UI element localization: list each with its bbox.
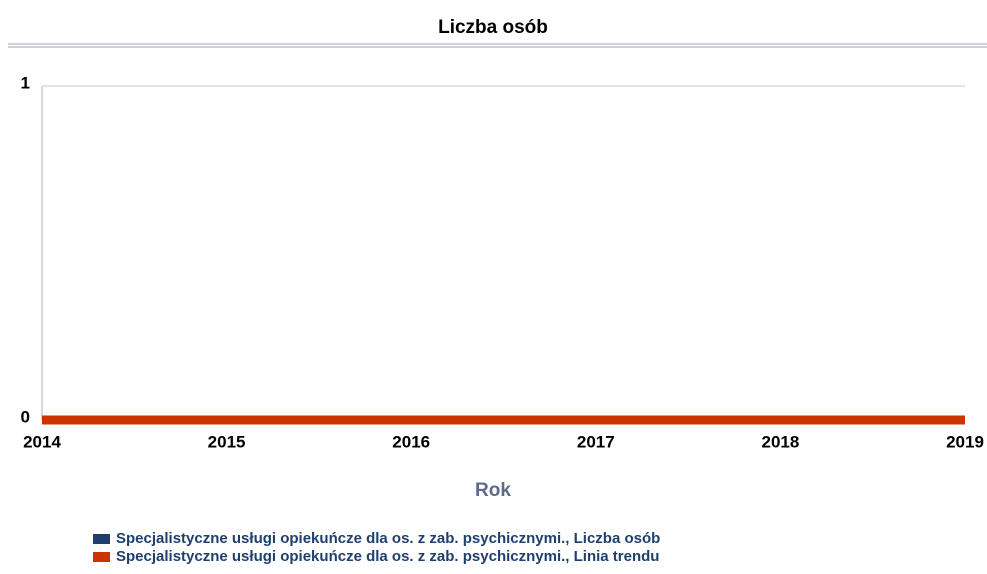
legend-swatch <box>93 552 110 562</box>
x-tick-label: 2017 <box>577 432 615 451</box>
y-tick-label: 1 <box>21 73 30 92</box>
x-tick-label: 2019 <box>946 432 984 451</box>
chart-title: Liczba osób <box>438 17 548 38</box>
x-tick-label: 2016 <box>392 432 430 451</box>
x-tick-label: 2018 <box>761 432 799 451</box>
legend-label: Specjalistyczne usługi opiekuńcze dla os… <box>116 530 660 547</box>
legend-swatch <box>93 534 110 544</box>
x-tick-label: 2015 <box>208 432 246 451</box>
y-tick-label: 0 <box>21 407 30 426</box>
x-tick-label: 2014 <box>23 432 61 451</box>
legend-label: Specjalistyczne usługi opiekuńcze dla os… <box>116 548 659 565</box>
x-axis-title: Rok <box>475 480 511 501</box>
